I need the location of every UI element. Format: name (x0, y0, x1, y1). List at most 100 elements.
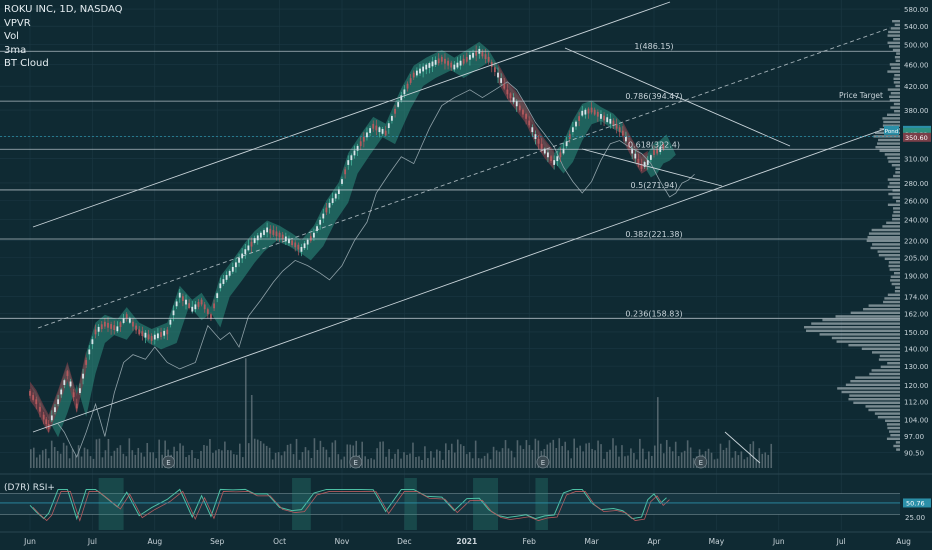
volume-bar (743, 459, 746, 468)
vpvr-bin (804, 326, 900, 329)
candle-body (163, 330, 166, 336)
volume-bar (212, 452, 214, 468)
rsi-pane-label[interactable]: (D7R) RSI+ (4, 483, 55, 493)
volume-bar (427, 458, 429, 468)
volume-bar (692, 458, 695, 468)
candle-body (662, 144, 665, 150)
vpvr-bin (871, 351, 900, 354)
volume-bar (442, 459, 444, 468)
candle-body (300, 246, 303, 252)
volume-bar (668, 446, 671, 468)
vpvr-bin (888, 264, 900, 268)
candle-body (175, 301, 178, 307)
vpvr-bin (894, 74, 900, 77)
candle-body (522, 109, 524, 115)
volume-bar (713, 459, 716, 468)
vpvr-bin (871, 228, 900, 232)
earnings-marker-label: E (541, 459, 545, 467)
volume-bar (310, 458, 313, 468)
price-axis-tick: 420.00 (904, 83, 929, 91)
volume-bar (477, 458, 480, 468)
candle-body (453, 64, 456, 70)
earnings-marker-label: E (166, 459, 170, 467)
candle-body (515, 101, 518, 107)
symbol-title[interactable]: ROKU INC, 1D, NASDAQ (4, 4, 123, 15)
volume-bar (218, 449, 220, 468)
vpvr-bin (884, 257, 900, 260)
candle-body (450, 62, 453, 68)
volume-bar (47, 458, 50, 468)
price-badge-value: 350.60 (905, 134, 928, 142)
volume-bar (421, 459, 423, 468)
legend-item-bt-cloud[interactable]: BT Cloud (4, 58, 49, 69)
volume-bar (233, 454, 235, 468)
candle-body (649, 155, 652, 160)
candle-body (103, 321, 106, 327)
vpvr-bin (896, 52, 900, 55)
price-axis-tick: 120.00 (904, 382, 929, 390)
legend-item-vol[interactable]: Vol (4, 31, 19, 42)
volume-bar (630, 448, 632, 468)
vpvr-bin (869, 372, 900, 376)
candle-body (640, 164, 643, 169)
vpvr-bin (886, 437, 900, 440)
volume-bar (191, 450, 193, 468)
time-axis-tick: Apr (648, 537, 662, 546)
volume-bar (465, 454, 468, 468)
wedge-upper-line (564, 47, 791, 147)
rsi-overbought-zone (535, 478, 548, 530)
volume-bar (325, 449, 328, 468)
vpvr-bin (878, 138, 900, 142)
price-target-label: Price Target (839, 91, 883, 100)
candle-body (169, 319, 172, 325)
candle-body (132, 321, 134, 327)
volume-bar (683, 450, 686, 468)
candle-body (444, 58, 446, 64)
vpvr-bin (892, 20, 900, 23)
candle-body (107, 322, 109, 328)
volume-bar (215, 450, 217, 468)
time-axis-tick: Aug (896, 537, 911, 546)
volume-bar (295, 438, 298, 468)
volume-bar (379, 441, 381, 468)
candle-body (91, 339, 94, 345)
volume-bar (185, 457, 187, 468)
candle-body (42, 414, 45, 420)
vpvr-bin (836, 340, 900, 343)
candle-body (434, 59, 437, 65)
volume-bar (188, 455, 190, 468)
volume-bar (179, 443, 181, 468)
candle-body (556, 156, 559, 162)
candle-body (596, 111, 599, 117)
candle-body (403, 89, 406, 95)
candle-body (553, 160, 556, 165)
vpvr-bin (895, 59, 900, 62)
vpvr-bin (822, 318, 900, 322)
candle-body (475, 50, 478, 56)
volume-bar (161, 454, 163, 468)
candle-body (537, 138, 540, 144)
volume-bar (504, 440, 507, 468)
fib-level-label: 0.786(394.47) (625, 92, 682, 101)
candle-body (559, 152, 562, 158)
candle-body (147, 334, 150, 340)
time-axis-tick: Sep (210, 537, 224, 546)
volume-bar (436, 449, 438, 468)
volume-bar (268, 447, 271, 468)
rsi-current-value: 50.76 (906, 499, 925, 507)
vpvr-bin (888, 30, 900, 34)
candle-body (238, 257, 240, 263)
legend-item-vpvr[interactable]: VPVR (4, 17, 31, 29)
vpvr-bin (883, 300, 900, 304)
volume-bar (636, 459, 638, 468)
legend-item-3ma[interactable]: 3ma (4, 44, 27, 56)
vpvr-bin (853, 401, 900, 404)
volume-bar (319, 440, 322, 468)
price-axis-tick: 260.00 (904, 198, 929, 206)
vpvr-bin (883, 120, 900, 124)
volume-bar (648, 451, 650, 468)
candle-body (150, 336, 153, 341)
candle-body (116, 326, 119, 332)
candle-body (100, 324, 103, 330)
